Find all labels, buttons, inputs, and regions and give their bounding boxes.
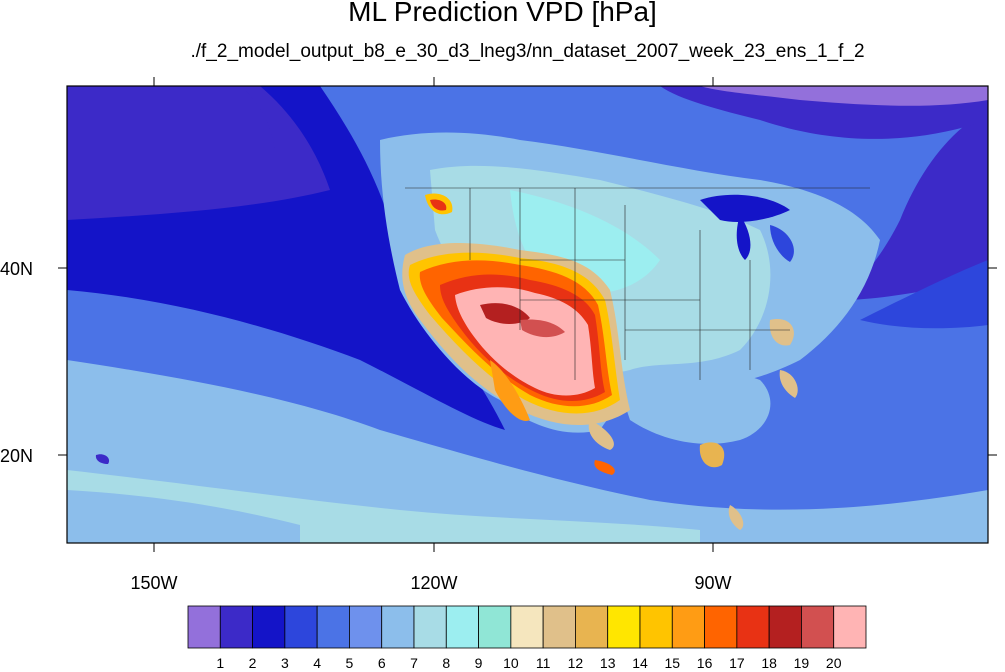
- colorbar-swatch: [833, 605, 867, 649]
- colorbar-label: 15: [664, 655, 680, 671]
- colorbar-swatch: [445, 605, 479, 649]
- lon-label-90w: 90W: [694, 573, 731, 593]
- colorbar-swatch: [575, 605, 609, 649]
- colorbar-swatch: [704, 605, 738, 649]
- colorbar-label: 14: [632, 655, 648, 671]
- colorbar-swatch: [187, 605, 221, 649]
- colorbar-label: 6: [378, 655, 386, 671]
- axis-ticks: [58, 77, 997, 552]
- colorbar-swatch: [284, 605, 318, 649]
- colorbar-label: 7: [410, 655, 418, 671]
- colorbar-label: 2: [249, 655, 257, 671]
- colorbar-swatch: [219, 605, 253, 649]
- map-title: ML Prediction VPD [hPa]: [348, 0, 657, 27]
- colorbar-label: 1: [216, 655, 224, 671]
- colorbar-swatch: [671, 605, 705, 649]
- lon-label-150w: 150W: [130, 573, 177, 593]
- colorbar-swatch: [349, 605, 383, 649]
- map-frame: [66, 85, 989, 544]
- colorbar-swatch: [381, 605, 415, 649]
- colorbar-swatch: [542, 605, 576, 649]
- lon-label-120w: 120W: [410, 573, 457, 593]
- colorbar-swatch: [639, 605, 673, 649]
- colorbar-label: 10: [503, 655, 519, 671]
- colorbar-swatch: [607, 605, 641, 649]
- colorbar-swatch: [478, 605, 512, 649]
- lat-label-40n: 40N: [0, 259, 33, 279]
- colorbar-label: 5: [346, 655, 354, 671]
- colorbar-swatch: [413, 605, 447, 649]
- map-boundaries: [405, 187, 870, 380]
- colorbar-label: 18: [761, 655, 777, 671]
- colorbar-label: 11: [536, 655, 551, 671]
- colorbar-label: 19: [794, 655, 810, 671]
- colorbar-swatch: [252, 605, 286, 649]
- colorbar-label: 8: [442, 655, 450, 671]
- colorbar: 1 2 3 4 5 6 7 8 9 10 11 12 13 14 15 16 17 18 19 20: [187, 605, 867, 671]
- vpd-field: [67, 86, 988, 543]
- colorbar-label: 4: [313, 655, 321, 671]
- colorbar-label: 17: [729, 655, 745, 671]
- colorbar-label: 16: [697, 655, 713, 671]
- colorbar-swatch: [510, 605, 544, 649]
- colorbar-label: 12: [568, 655, 584, 671]
- colorbar-swatch: [768, 605, 802, 649]
- colorbar-label: 20: [826, 655, 842, 671]
- colorbar-label: 3: [281, 655, 289, 671]
- lat-label-20n: 20N: [0, 446, 33, 466]
- colorbar-swatch: [316, 605, 350, 649]
- colorbar-swatch: [801, 605, 835, 649]
- map-subtitle: ./f_2_model_output_b8_e_30_d3_lneg3/nn_d…: [190, 41, 865, 62]
- colorbar-label: 9: [475, 655, 483, 671]
- colorbar-swatch: [736, 605, 770, 649]
- colorbar-label: 13: [600, 655, 616, 671]
